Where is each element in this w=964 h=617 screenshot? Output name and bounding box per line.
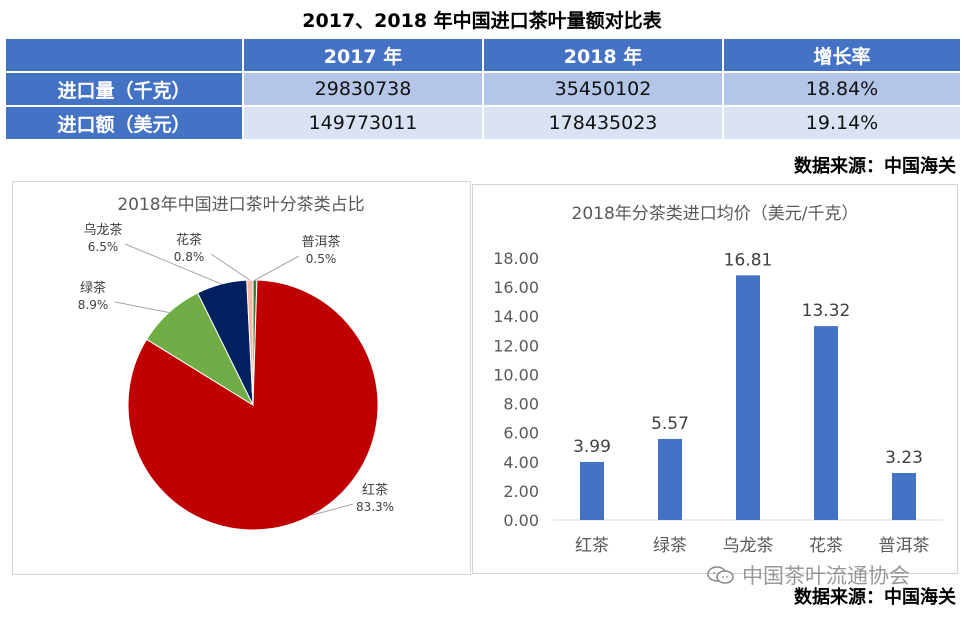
bar-value-label: 3.99 [573, 437, 611, 457]
bar-value-label: 5.57 [651, 414, 689, 434]
comparison-table: 2017 年 2018 年 增长率 进口量（千克） 29830738 35450… [4, 37, 962, 141]
pie-slice-label: 红茶 [362, 482, 388, 498]
wechat-icon [707, 566, 734, 584]
pie-slice-percent: 8.9% [78, 298, 109, 312]
pie-slice-label: 乌龙茶 [83, 222, 122, 238]
source-note-bottom: 数据来源：中国海关 [794, 587, 956, 608]
y-tick-label: 12.00 [493, 336, 539, 355]
pie-chart-title: 2018年中国进口茶叶分茶类占比 [117, 195, 364, 215]
pie-slice-label: 花茶 [176, 232, 202, 248]
x-category-label: 花茶 [809, 536, 843, 556]
pie-slice-percent: 6.5% [88, 240, 119, 254]
y-tick-label: 14.00 [493, 307, 539, 326]
bar-chart-title: 2018年分茶类进口均价（美元/千克） [572, 204, 859, 224]
pie-slice-label: 绿茶 [80, 280, 106, 296]
bar [814, 326, 838, 520]
bar [580, 461, 604, 520]
bar [892, 472, 916, 520]
row-label-volume: 进口量（千克） [4, 71, 244, 107]
x-category-label: 普洱茶 [879, 536, 930, 556]
x-category-label: 红茶 [575, 536, 609, 556]
table-header-corner [4, 37, 244, 73]
x-category-label: 乌龙茶 [723, 536, 774, 556]
pie-leader-line [312, 503, 354, 516]
pie-leader-line [254, 255, 300, 281]
source-note-top: 数据来源：中国海关 [794, 156, 956, 177]
pie-slice-percent: 0.8% [174, 250, 205, 264]
y-tick-label: 18.00 [493, 249, 539, 268]
pie-slice-percent: 0.5% [306, 252, 337, 266]
bar-chart-panel: 2018年分茶类进口均价（美元/千克） 0.00 2.00 4.00 6.00 8.00… [472, 184, 958, 574]
bar-value-label: 16.81 [724, 250, 773, 270]
pie-leader-line [210, 253, 251, 281]
pie-leader-line [114, 301, 169, 314]
y-tick-label: 6.00 [503, 424, 539, 443]
y-tick-label: 10.00 [493, 365, 539, 384]
bar-chart: 2018年分茶类进口均价（美元/千克） 0.00 2.00 4.00 6.00 8.00… [493, 204, 943, 556]
pie-slice-label: 普洱茶 [301, 234, 340, 250]
cell-volume-growth: 18.84% [722, 71, 962, 107]
bar-value-label: 13.32 [802, 301, 851, 321]
bar [736, 275, 760, 520]
table-header-row: 2017 年 2018 年 增长率 [4, 37, 962, 73]
y-tick-label: 4.00 [503, 453, 539, 472]
table-header-2017: 2017 年 [242, 37, 484, 73]
y-tick-label: 8.00 [503, 395, 539, 414]
cell-value-growth: 19.14% [722, 105, 962, 141]
bar-value-label: 3.23 [885, 448, 923, 468]
pie-slice-percent: 83.3% [356, 500, 394, 514]
page-title: 2017、2018 年中国进口茶叶量额对比表 [302, 10, 662, 32]
cell-value-2017: 149773011 [242, 105, 484, 141]
bar [658, 438, 682, 520]
table-row: 进口额（美元） 149773011 178435023 19.14% [4, 105, 962, 141]
y-tick-label: 2.00 [503, 482, 539, 501]
y-tick-label: 0.00 [503, 511, 539, 530]
cell-volume-2017: 29830738 [242, 71, 484, 107]
cell-value-2018: 178435023 [482, 105, 724, 141]
table-row: 进口量（千克） 29830738 35450102 18.84% [4, 71, 962, 107]
pie-chart-panel: 2018年中国进口茶叶分茶类占比 红茶 83.3% 绿茶 8.9% 乌龙茶 6.5% 花茶 0… [12, 181, 471, 575]
pie-leader-line [124, 243, 222, 285]
table-header-2018: 2018 年 [482, 37, 724, 73]
table-header-growth: 增长率 [722, 37, 962, 73]
x-category-label: 绿茶 [653, 536, 687, 556]
y-tick-label: 16.00 [493, 278, 539, 297]
pie-chart: 2018年中国进口茶叶分茶类占比 红茶 83.3% 绿茶 8.9% 乌龙茶 6.5% 花茶 0… [78, 195, 394, 531]
watermark: 中国茶叶流通协会 [742, 564, 910, 588]
row-label-value: 进口额（美元） [4, 105, 244, 141]
cell-volume-2018: 35450102 [482, 71, 724, 107]
